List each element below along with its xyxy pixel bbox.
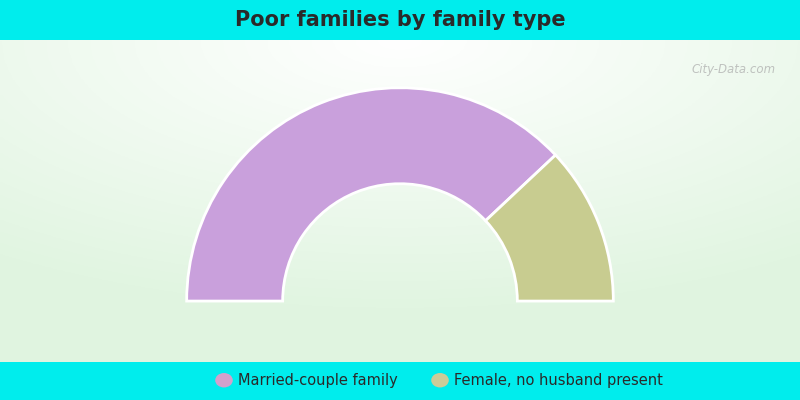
Wedge shape [186, 88, 555, 301]
Wedge shape [486, 155, 614, 301]
Ellipse shape [215, 373, 233, 388]
Text: Poor families by family type: Poor families by family type [234, 10, 566, 30]
Text: Female, no husband present: Female, no husband present [454, 374, 663, 388]
Ellipse shape [431, 373, 449, 388]
Text: Married-couple family: Married-couple family [238, 374, 398, 388]
Text: City-Data.com: City-Data.com [692, 63, 776, 76]
